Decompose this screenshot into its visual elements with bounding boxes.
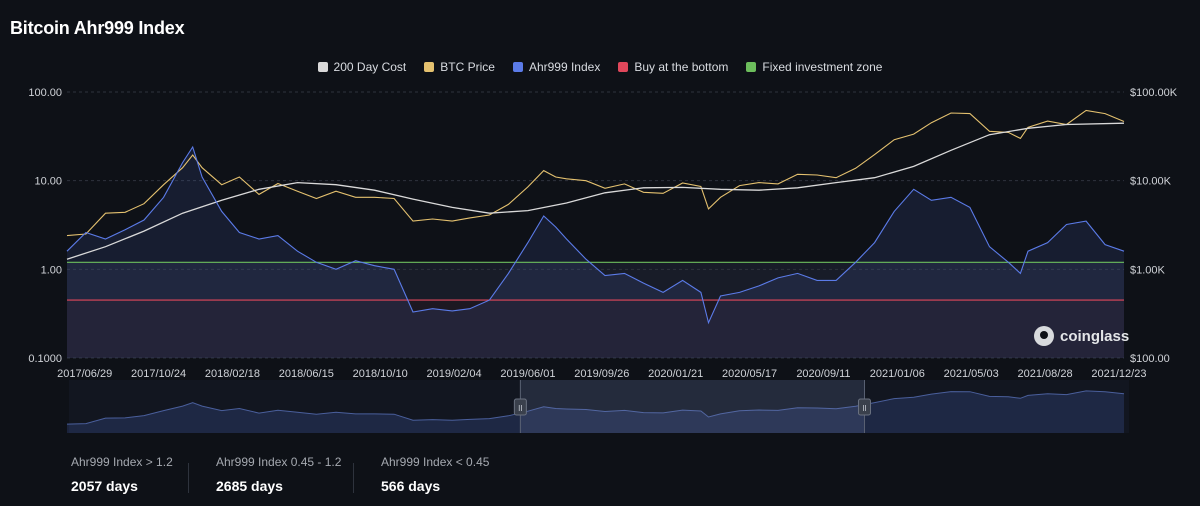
x-tick-label: 2017/06/29 [57, 368, 112, 380]
ahr999-area [67, 147, 1124, 358]
ahr999-index-line[interactable] [66, 145, 1125, 325]
y-tick-label-left: 0.1000 [28, 353, 62, 365]
btc-price-line[interactable] [66, 109, 1125, 237]
legend-swatch-btc-price [424, 62, 435, 72]
x-tick-label: 2020/05/17 [722, 368, 777, 380]
navigator-handle-grip-icon: II [518, 404, 522, 413]
x-tick-label: 2018/10/10 [353, 368, 408, 380]
legend-label: Buy at the bottom [634, 60, 729, 74]
legend-label: BTC Price [440, 60, 495, 74]
x-tick-label: 2020/01/21 [648, 368, 703, 380]
legend-item-ahr999-index[interactable]: Ahr999 Index [512, 60, 601, 74]
navigator-selection[interactable] [520, 380, 865, 433]
legend-label: 200 Day Cost [333, 60, 407, 74]
navigator-background [69, 380, 1129, 433]
x-tick-label: 2019/06/01 [500, 368, 555, 380]
chart-area[interactable]: 100.00 $100.00K 10.00 $10.00K 1.00 $1.00K 0.10… [0, 0, 1200, 440]
stat-divider [188, 463, 189, 493]
coinglass-logo-icon [1034, 326, 1054, 346]
brand-name: coinglass [1060, 327, 1130, 345]
x-tick-label: 2018/02/18 [205, 368, 260, 380]
stat-value: 566 days [381, 478, 441, 494]
legend-swatch-buy-at-the-bottom [618, 62, 629, 72]
legend-item-buy-at-the-bottom[interactable]: Buy at the bottom [618, 60, 728, 74]
legend-label: Fixed investment zone [762, 60, 883, 74]
stats-bar: Ahr999 Index > 1.2 2057 days Ahr999 Inde… [0, 455, 1200, 506]
legend: 200 Day Cost BTC Price Ahr999 Index Buy … [0, 60, 1200, 74]
legend-swatch-fixed-investment-zone [746, 62, 757, 72]
legend-item-btc-price[interactable]: BTC Price [424, 60, 495, 74]
navigator-handle-right[interactable] [857, 398, 871, 416]
y-tick-label-right: $100.00 [1130, 353, 1170, 365]
legend-swatch-ahr999-index [512, 62, 523, 72]
x-tick-label: 2020/09/11 [796, 368, 850, 380]
stat-divider [353, 463, 354, 493]
y-tick-label-right: $100.00K [1130, 87, 1178, 99]
x-tick-label: 2018/06/15 [279, 368, 334, 380]
y-tick-label-right: $10.00K [1130, 176, 1172, 188]
buy-at-the-bottom-band [67, 300, 1124, 358]
navigator-handle-left[interactable] [513, 398, 527, 416]
legend-label: Ahr999 Index [528, 60, 601, 74]
legend-item-200-day-cost[interactable]: 200 Day Cost [317, 60, 407, 74]
y-tick-label-left: 10.00 [34, 176, 62, 188]
stat-between-0-45-1-2: Ahr999 Index 0.45 - 1.2 2685 days [216, 455, 341, 494]
legend-swatch-200-day-cost [317, 62, 328, 72]
stat-label: Ahr999 Index 0.45 - 1.2 [216, 455, 342, 469]
y-tick-label-right: $1.00K [1130, 264, 1166, 276]
stat-value: 2057 days [71, 478, 138, 494]
brand-watermark: coinglass [1034, 326, 1129, 346]
stat-value: 2685 days [216, 478, 283, 494]
stat-above-1-2: Ahr999 Index > 1.2 2057 days [71, 455, 173, 494]
chart-title: Bitcoin Ahr999 Index [10, 18, 185, 38]
y-tick-label-left: 100.00 [28, 87, 62, 99]
navigator-handle-grip-icon: II [862, 404, 866, 413]
fixed-investment-zone-band [67, 262, 1124, 301]
x-tick-label: 2019/02/04 [427, 368, 482, 380]
stat-label: Ahr999 Index < 0.45 [381, 455, 490, 469]
navigator-area [67, 390, 1124, 433]
y-tick-label-left: 1.00 [41, 264, 62, 276]
day-200-cost-line[interactable] [66, 122, 1125, 260]
x-tick-label: 2019/09/26 [574, 368, 629, 380]
x-tick-label: 2021/05/03 [944, 368, 999, 380]
x-tick-label: 2021/01/06 [870, 368, 925, 380]
x-tick-label: 2017/10/24 [131, 368, 186, 380]
x-tick-label: 2021/12/23 [1091, 368, 1146, 380]
stat-below-0-45: Ahr999 Index < 0.45 566 days [381, 455, 489, 494]
navigator-line [66, 390, 1125, 425]
stat-label: Ahr999 Index > 1.2 [71, 455, 173, 469]
x-tick-label: 2021/08/28 [1018, 368, 1073, 380]
legend-item-fixed-investment-zone[interactable]: Fixed investment zone [746, 60, 882, 74]
